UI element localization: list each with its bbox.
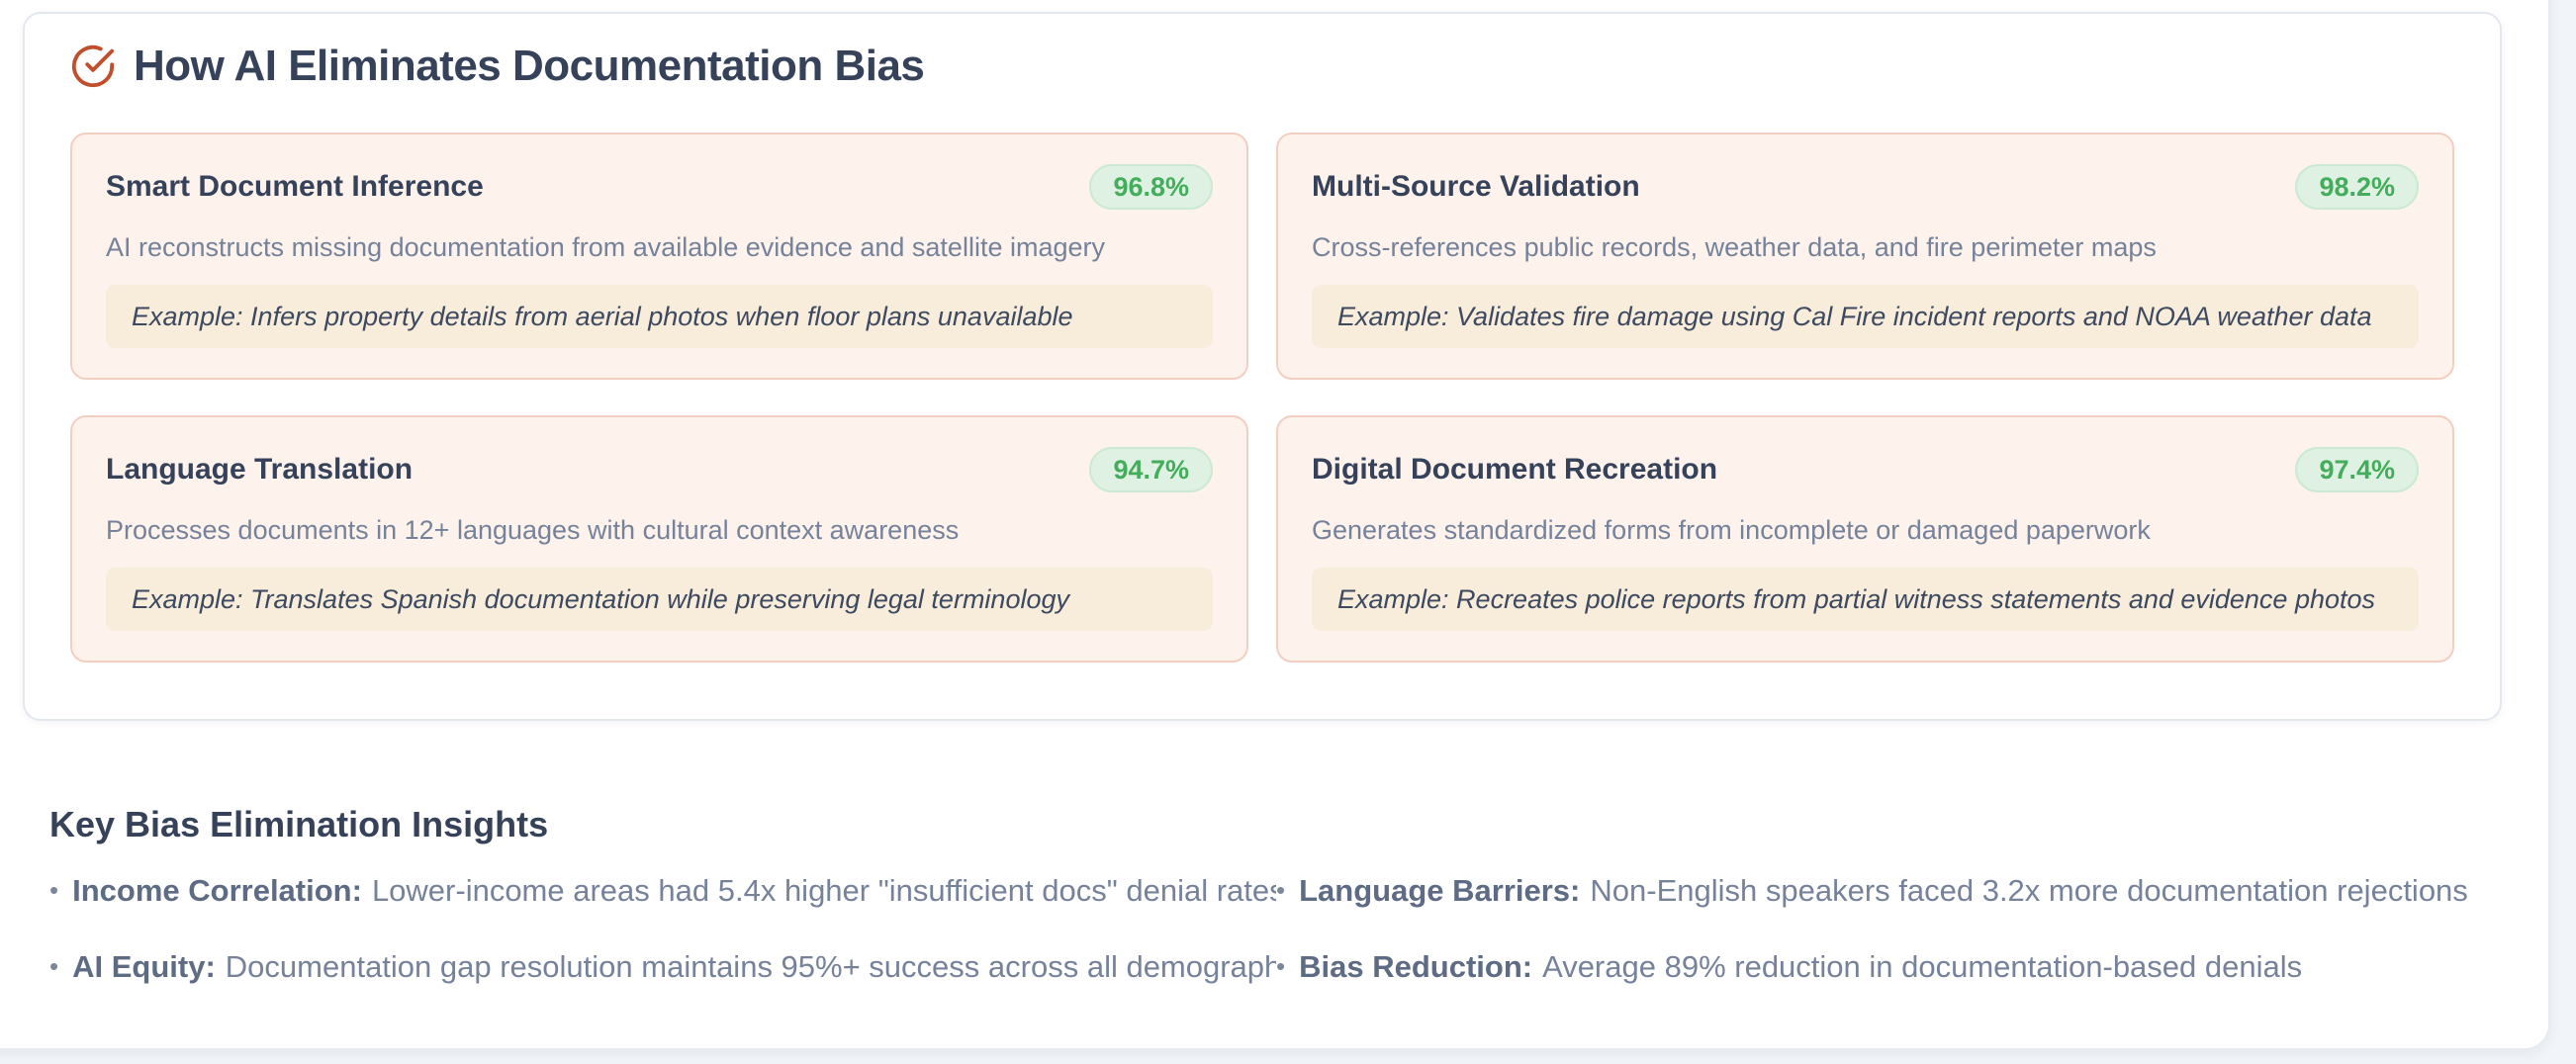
page-title: How AI Eliminates Documentation Bias	[134, 42, 925, 90]
bullet-icon: •	[1276, 951, 1286, 981]
insight-item-ai-equity: • AI Equity: Documentation gap resolution …	[49, 946, 1276, 987]
method-description: AI reconstructs missing documentation fr…	[106, 231, 1105, 262]
method-card-smart-document-inference: Smart Document Inference 96.8% AI recons…	[70, 133, 1248, 380]
method-title-row: Smart Document Inference 96.8%	[106, 164, 1213, 211]
methods-grid: Smart Document Inference 96.8% AI recons…	[70, 133, 2454, 663]
accuracy-badge: 98.2%	[2295, 164, 2419, 211]
method-card-digital-document-recreation: Digital Document Recreation 97.4% Genera…	[1276, 415, 2454, 663]
method-title: Multi-Source Validation	[1312, 170, 1640, 204]
accuracy-badge: 94.7%	[1089, 447, 1213, 493]
insights-heading: Key Bias Elimination Insights	[49, 804, 549, 844]
method-card-language-translation: Language Translation 94.7% Processes doc…	[70, 415, 1248, 663]
insight-label: Bias Reduction:	[1299, 949, 1533, 984]
method-title-row: Digital Document Recreation 97.4%	[1312, 447, 2419, 493]
insight-text: Documentation gap resolution maintains 9…	[225, 949, 1276, 984]
accuracy-badge: 96.8%	[1089, 164, 1213, 211]
method-card-multi-source-validation: Multi-Source Validation 98.2% Cross-refe…	[1276, 133, 2454, 380]
method-example: Example: Validates fire damage using Cal…	[1312, 284, 2419, 348]
method-example: Example: Infers property details from ae…	[106, 284, 1213, 348]
methods-card-header: How AI Eliminates Documentation Bias	[70, 42, 2454, 90]
insight-text: Average 89% reduction in documentation-b…	[1542, 949, 2303, 984]
insight-item-income-correlation: • Income Correlation: Lower-income areas h…	[49, 870, 1276, 911]
check-circle-icon	[71, 44, 115, 88]
method-title: Language Translation	[106, 453, 414, 487]
insight-text: Lower-income areas had 5.4x higher "insu…	[371, 873, 1276, 908]
method-example: Example: Translates Spanish documentatio…	[106, 567, 1213, 631]
insight-item-language-barriers: • Language Barriers: Non-English speakers …	[1276, 870, 2503, 911]
method-title: Digital Document Recreation	[1312, 453, 1718, 487]
method-title: Smart Document Inference	[106, 170, 484, 204]
bullet-icon: •	[1276, 875, 1286, 905]
insight-label: AI Equity:	[72, 949, 216, 984]
method-description: Cross-references public records, weather…	[1312, 231, 2157, 262]
method-title-row: Multi-Source Validation 98.2%	[1312, 164, 2419, 211]
insight-item-bias-reduction: • Bias Reduction: Average 89% reduction in…	[1276, 946, 2503, 987]
method-example: Example: Recreates police reports from p…	[1312, 567, 2419, 631]
accuracy-badge: 97.4%	[2295, 447, 2419, 493]
insight-label: Income Correlation:	[72, 873, 362, 908]
bullet-icon: •	[49, 875, 59, 905]
content-panel: How AI Eliminates Documentation Bias Sma…	[0, 0, 2550, 1050]
key-insights-section: Key Bias Elimination Insights • Income Co…	[49, 803, 2503, 987]
method-description: Processes documents in 12+ languages wit…	[106, 514, 960, 545]
ai-methods-card: How AI Eliminates Documentation Bias Sma…	[23, 12, 2502, 721]
insight-label: Language Barriers:	[1299, 873, 1581, 908]
insight-text: Non-English speakers faced 3.2x more doc…	[1590, 873, 2468, 908]
insights-grid: • Income Correlation: Lower-income areas h…	[49, 870, 2503, 987]
bullet-icon: •	[49, 951, 59, 981]
method-description: Generates standardized forms from incomp…	[1312, 514, 2151, 545]
method-title-row: Language Translation 94.7%	[106, 447, 1213, 493]
